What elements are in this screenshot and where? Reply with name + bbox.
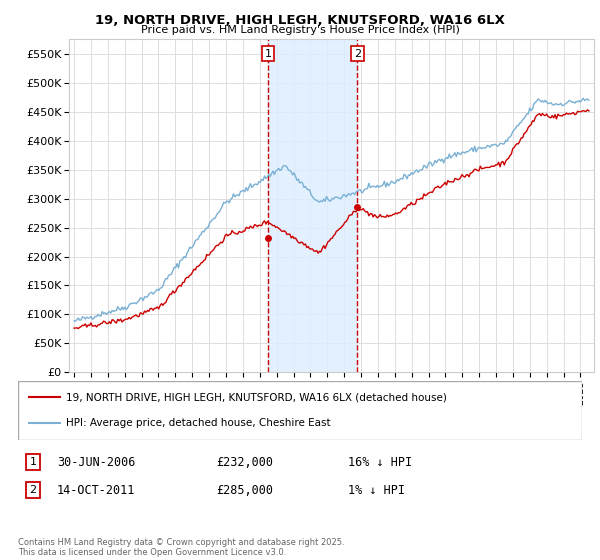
Text: Price paid vs. HM Land Registry's House Price Index (HPI): Price paid vs. HM Land Registry's House …: [140, 25, 460, 35]
Text: HPI: Average price, detached house, Cheshire East: HPI: Average price, detached house, Ches…: [66, 418, 331, 428]
Text: £232,000: £232,000: [216, 455, 273, 469]
Text: 1: 1: [265, 49, 272, 59]
Text: 14-OCT-2011: 14-OCT-2011: [57, 483, 136, 497]
Text: 1% ↓ HPI: 1% ↓ HPI: [348, 483, 405, 497]
Text: 19, NORTH DRIVE, HIGH LEGH, KNUTSFORD, WA16 6LX (detached house): 19, NORTH DRIVE, HIGH LEGH, KNUTSFORD, W…: [66, 392, 447, 402]
Text: 30-JUN-2006: 30-JUN-2006: [57, 455, 136, 469]
Text: 1: 1: [29, 457, 37, 467]
Text: £285,000: £285,000: [216, 483, 273, 497]
Text: 2: 2: [29, 485, 37, 495]
Text: 19, NORTH DRIVE, HIGH LEGH, KNUTSFORD, WA16 6LX: 19, NORTH DRIVE, HIGH LEGH, KNUTSFORD, W…: [95, 14, 505, 27]
Text: 2: 2: [354, 49, 361, 59]
Text: Contains HM Land Registry data © Crown copyright and database right 2025.
This d: Contains HM Land Registry data © Crown c…: [18, 538, 344, 557]
Text: 16% ↓ HPI: 16% ↓ HPI: [348, 455, 412, 469]
Bar: [268, 39, 358, 372]
